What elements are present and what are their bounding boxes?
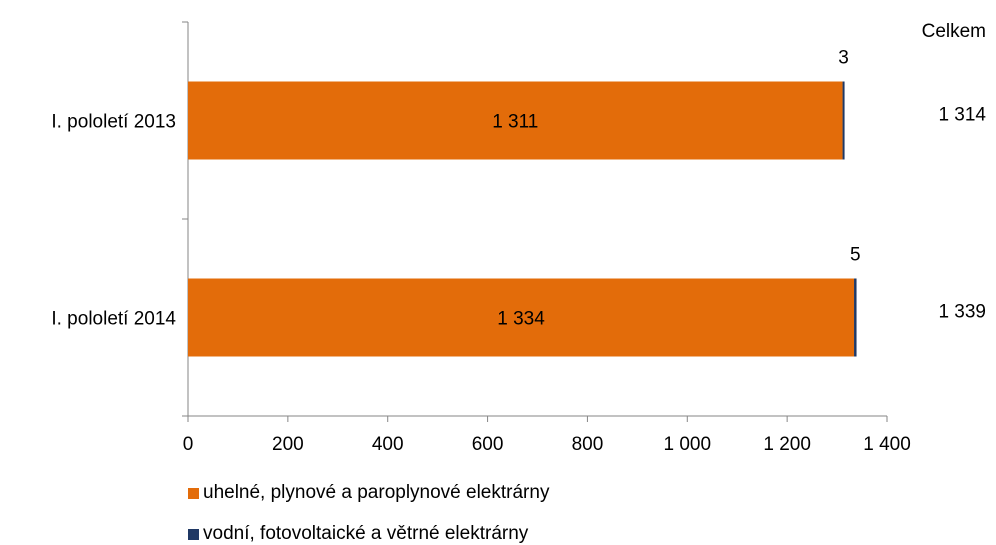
x-tick-label: 200 [272, 434, 304, 455]
x-tick-label: 1 400 [863, 434, 911, 455]
totals-header: Celkem [922, 21, 986, 42]
legend-item-fossil: uhelné, plynové a paroplynové elektrárny [188, 482, 549, 504]
x-tick-label: 0 [183, 434, 194, 455]
legend-label-renewable: vodní, fotovoltaické a větrné elektrárny [203, 523, 529, 544]
data-label: 5 [850, 245, 861, 266]
total-label: 1 314 [938, 105, 986, 126]
total-label: 1 339 [938, 302, 986, 323]
category-label: I. pololetí 2014 [51, 309, 176, 330]
bar-segment [854, 278, 857, 357]
bar-chart: 0 200 400 600 800 1 000 1 200 1 400 I. pololetí… [51, 21, 986, 455]
x-tick-label: 1 000 [664, 434, 712, 455]
data-label: 1 311 [492, 112, 538, 133]
x-tick-label: 600 [472, 434, 504, 455]
category-label: I. pololetí 2013 [51, 112, 176, 133]
legend-item-renewable: vodní, fotovoltaické a větrné elektrárny [188, 523, 528, 545]
bar-segment [188, 81, 843, 160]
bar-segment [188, 278, 855, 357]
bar-segment [842, 81, 845, 160]
x-tick-label: 1 200 [763, 434, 811, 455]
x-tick-label: 800 [572, 434, 604, 455]
legend-swatch-fossil [188, 487, 199, 499]
legend-label-fossil: uhelné, plynové a paroplynové elektrárny [203, 482, 550, 503]
data-label: 3 [838, 48, 849, 69]
x-tick-label: 400 [372, 434, 404, 455]
legend-swatch-renewable [188, 528, 199, 540]
data-label: 1 334 [497, 309, 545, 330]
